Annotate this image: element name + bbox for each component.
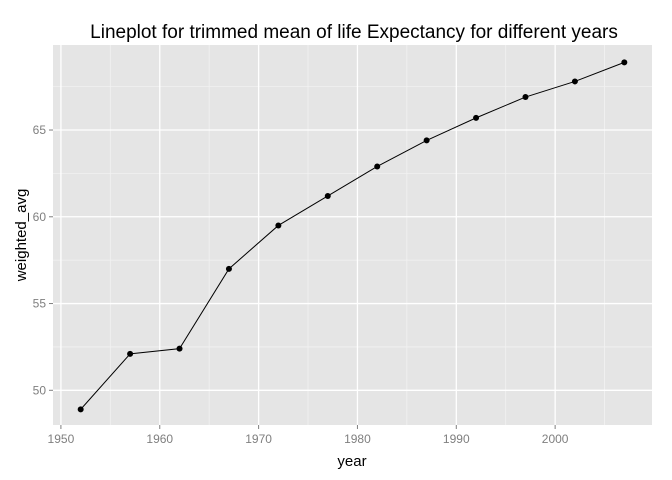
grid-minor [53,45,652,425]
series-line-group [80,61,625,410]
x-tick-label: 1960 [146,432,173,446]
y-tick-label: 60 [33,210,47,224]
y-tick-label: 65 [33,123,47,137]
data-point [275,222,282,229]
data-point [522,94,529,101]
data-point [374,163,381,170]
data-point [621,59,628,66]
data-point [77,406,84,413]
x-axis-title: year [337,453,366,470]
series-points-group [77,59,628,413]
data-point [176,345,183,352]
series-line [80,61,625,410]
x-tick-label: 1990 [443,432,470,446]
y-axis: 50 55 60 65 [33,123,53,397]
grid-major [53,45,652,425]
data-point [571,78,578,85]
chart-title: Lineplot for trimmed mean of life Expect… [90,22,618,43]
plot-panel [53,45,652,425]
data-point [423,137,430,144]
x-tick-label: 1950 [48,432,75,446]
y-axis-title: weighted_avg [13,189,30,283]
x-tick-label: 1980 [344,432,371,446]
data-point [473,114,480,121]
x-tick-label: 1970 [245,432,272,446]
data-point [324,192,331,199]
y-tick-label: 50 [33,383,47,397]
data-point [127,350,134,357]
y-tick-label: 55 [33,297,47,311]
data-point [225,265,232,272]
x-axis: 1950 1960 1970 1980 1990 2000 [48,425,569,446]
x-tick-label: 2000 [542,432,569,446]
